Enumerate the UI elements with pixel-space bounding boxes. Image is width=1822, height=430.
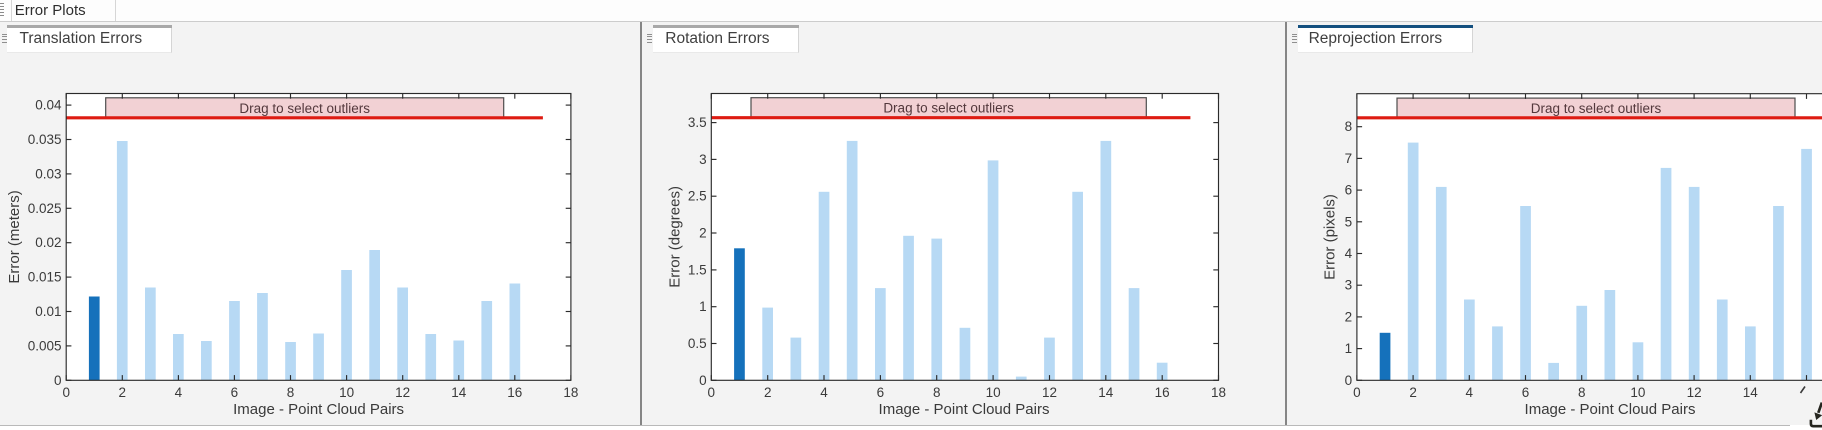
svg-text:Image - Point Cloud Pairs: Image - Point Cloud Pairs — [1525, 401, 1696, 418]
svg-text:2: 2 — [699, 226, 707, 241]
svg-text:2: 2 — [764, 385, 772, 400]
svg-text:0.01: 0.01 — [35, 304, 61, 319]
svg-text:2: 2 — [1345, 309, 1353, 324]
svg-text:10: 10 — [986, 385, 1001, 400]
svg-text:2: 2 — [119, 385, 127, 400]
svg-text:16: 16 — [1155, 385, 1170, 400]
svg-text:4: 4 — [820, 385, 828, 400]
svg-text:2.5: 2.5 — [688, 189, 707, 204]
svg-text:5: 5 — [1345, 214, 1353, 229]
svg-text:1.5: 1.5 — [688, 262, 707, 277]
svg-text:12: 12 — [1687, 385, 1702, 400]
svg-text:0.025: 0.025 — [28, 201, 62, 216]
svg-text:0.015: 0.015 — [28, 270, 62, 285]
svg-text:18: 18 — [1211, 385, 1226, 400]
svg-text:14: 14 — [1743, 385, 1759, 400]
svg-text:6: 6 — [877, 385, 885, 400]
svg-text:0: 0 — [62, 385, 70, 400]
svg-text:1: 1 — [1345, 341, 1353, 356]
svg-text:10: 10 — [1630, 385, 1645, 400]
svg-text:14: 14 — [1098, 385, 1114, 400]
svg-text:Error (degrees): Error (degrees) — [667, 186, 684, 288]
svg-text:3: 3 — [1345, 278, 1353, 293]
svg-text:8: 8 — [933, 385, 941, 400]
svg-text:6: 6 — [1345, 183, 1353, 198]
svg-text:0: 0 — [1345, 373, 1353, 388]
svg-text:8: 8 — [1345, 119, 1353, 134]
svg-text:3.5: 3.5 — [688, 115, 707, 130]
svg-text:0: 0 — [708, 385, 716, 400]
svg-text:0.02: 0.02 — [35, 235, 61, 250]
svg-text:12: 12 — [395, 385, 410, 400]
svg-text:4: 4 — [1345, 246, 1353, 261]
svg-text:10: 10 — [339, 385, 354, 400]
svg-text:14: 14 — [451, 385, 467, 400]
svg-text:3: 3 — [699, 152, 707, 167]
svg-text:0: 0 — [1353, 385, 1361, 400]
svg-text:1: 1 — [699, 299, 707, 314]
svg-text:0: 0 — [699, 373, 707, 388]
svg-text:8: 8 — [287, 385, 295, 400]
svg-text:6: 6 — [231, 385, 239, 400]
svg-text:4: 4 — [1466, 385, 1474, 400]
svg-text:0.5: 0.5 — [688, 336, 707, 351]
svg-text:16: 16 — [507, 385, 522, 400]
svg-text:Drag to select outliers: Drag to select outliers — [1531, 101, 1662, 116]
svg-text:18: 18 — [563, 385, 578, 400]
svg-text:0.035: 0.035 — [28, 132, 62, 147]
svg-text:8: 8 — [1578, 385, 1586, 400]
svg-text:7: 7 — [1345, 151, 1353, 166]
svg-text:0.03: 0.03 — [35, 166, 61, 181]
svg-text:Error (meters): Error (meters) — [6, 190, 23, 283]
svg-text:12: 12 — [1042, 385, 1057, 400]
svg-text:0.005: 0.005 — [28, 338, 62, 353]
svg-text:Drag to select outliers: Drag to select outliers — [239, 101, 370, 116]
svg-text:6: 6 — [1522, 385, 1530, 400]
svg-text:2: 2 — [1409, 385, 1417, 400]
svg-text:4: 4 — [175, 385, 183, 400]
svg-text:0.04: 0.04 — [35, 98, 62, 113]
svg-text:Image - Point Cloud Pairs: Image - Point Cloud Pairs — [879, 401, 1050, 418]
svg-text:0: 0 — [54, 373, 62, 388]
svg-text:Drag to select outliers: Drag to select outliers — [883, 101, 1014, 116]
svg-text:Error (pixels): Error (pixels) — [1322, 194, 1339, 280]
svg-text:Image - Point Cloud Pairs: Image - Point Cloud Pairs — [233, 401, 404, 418]
